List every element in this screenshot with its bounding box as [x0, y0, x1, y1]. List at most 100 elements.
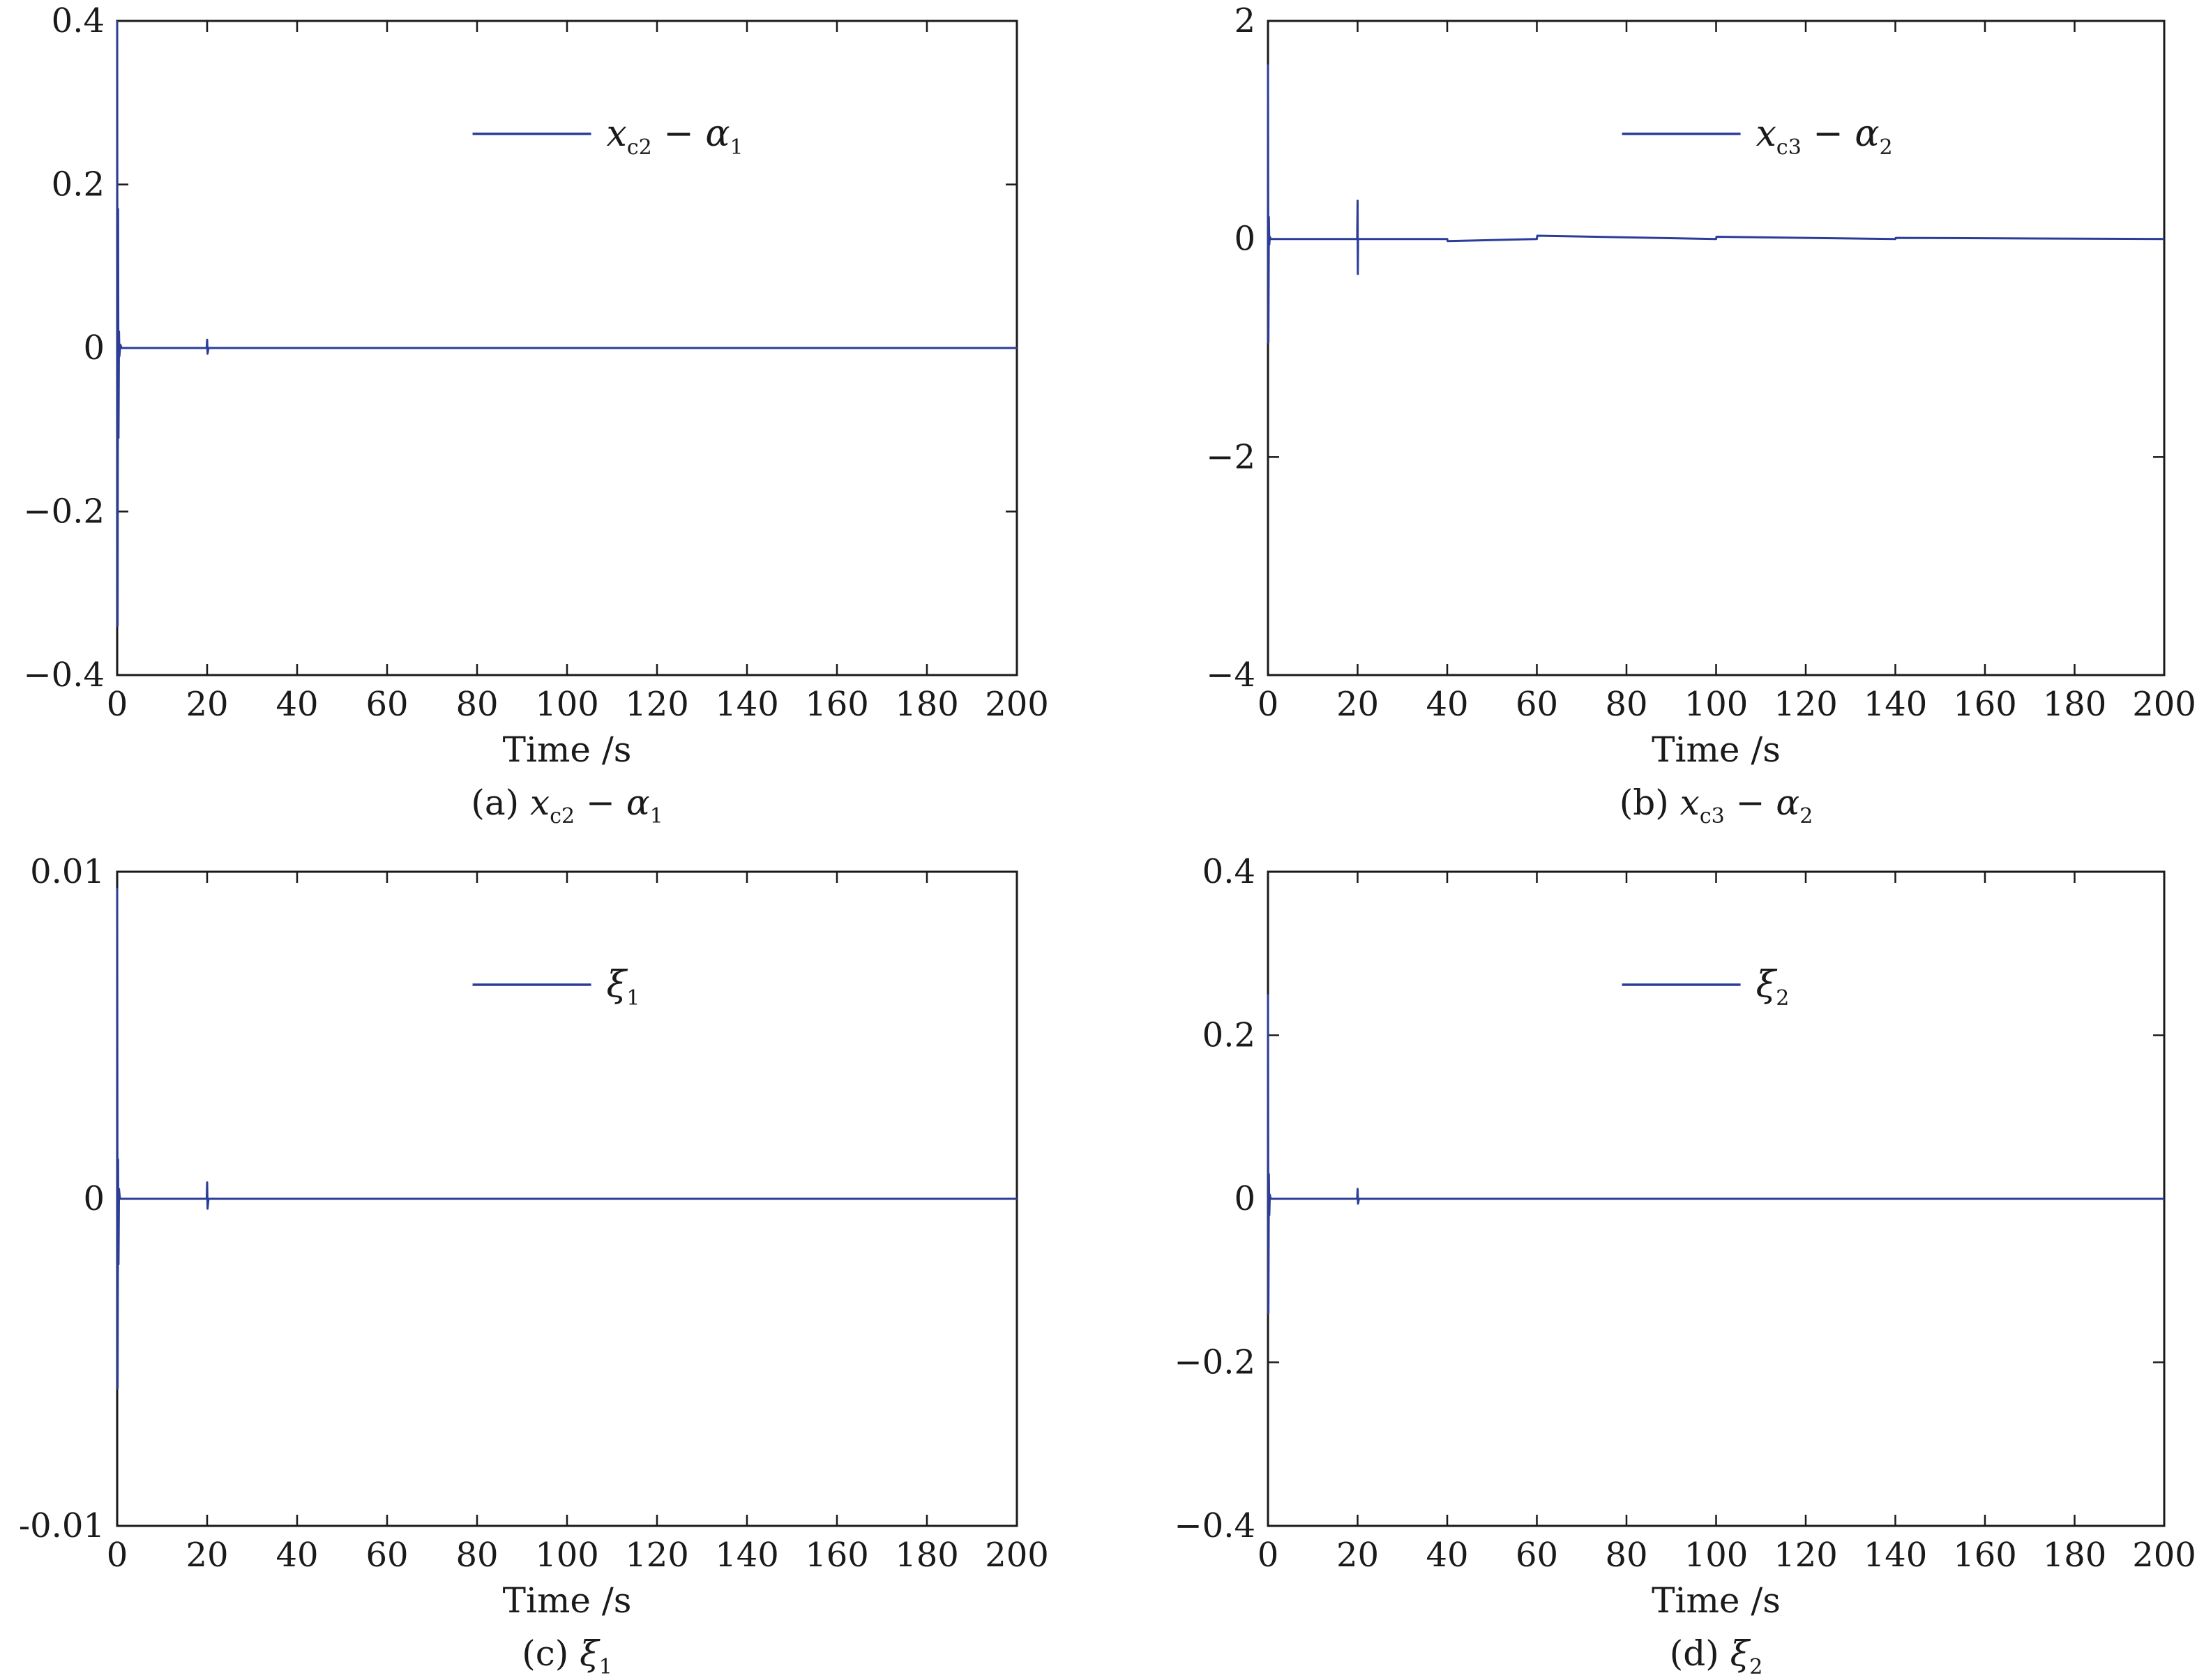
- x-tick-label: 80: [1605, 1536, 1647, 1575]
- legend-sym: ξ: [1756, 964, 1778, 1006]
- panel-caption: (b) xc3 − α2: [1620, 782, 1813, 828]
- x-tick-label: 0: [107, 685, 128, 724]
- x-tick-label: 180: [2043, 1536, 2107, 1575]
- y-tick-label: 2: [1234, 1, 1255, 40]
- legend-label: ξ1: [607, 964, 640, 1011]
- caption-op: −: [575, 782, 626, 823]
- plot-frame: [1267, 20, 2166, 676]
- panel-d: 0 20 40 60 80 100 120 140 160 180 200 0.4 0.2 0 −0.2 −0…: [1174, 852, 2196, 1679]
- caption-prefix: (a): [471, 782, 519, 823]
- y-tick-label: −0.4: [1174, 1506, 1255, 1545]
- y-tick-label: 0.4: [52, 1, 105, 40]
- x-tick-label: 40: [1426, 1536, 1468, 1575]
- caption-sym: x: [519, 782, 550, 823]
- x-tick-label: 200: [2132, 685, 2196, 724]
- x-tick-label: 100: [535, 685, 599, 724]
- y-tick-label: −2: [1206, 437, 1255, 476]
- x-tick-label: 60: [365, 685, 408, 724]
- x-tick-label: 180: [2043, 685, 2107, 724]
- y-tick-label: 0.4: [1202, 852, 1255, 891]
- x-tick-label: 160: [805, 1536, 869, 1575]
- caption-sym: ξ: [568, 1633, 601, 1674]
- x-tick-label: 160: [1953, 1536, 2017, 1575]
- x-tick-label: 200: [2132, 1536, 2196, 1575]
- series-line: [1267, 64, 2165, 344]
- x-tick-label: 40: [1426, 685, 1468, 724]
- y-tick-label: 0.2: [52, 165, 105, 204]
- series-line: [116, 888, 1017, 1390]
- x-tick-label: 200: [985, 685, 1049, 724]
- x-tick-label: 40: [275, 685, 318, 724]
- y-tick-label: 0.2: [1202, 1016, 1255, 1055]
- x-axis-label: Time /s: [503, 1580, 632, 1621]
- legend-op: −: [1802, 113, 1855, 155]
- x-tick-label: 140: [1864, 1536, 1928, 1575]
- x-tick-label: 100: [1684, 1536, 1749, 1575]
- y-tick-label: −0.2: [1174, 1343, 1255, 1382]
- x-tick-label: 60: [1516, 685, 1558, 724]
- x-tick-label: 20: [1336, 685, 1379, 724]
- x-tick-label: 100: [535, 1536, 599, 1575]
- legend-sub1: 1: [626, 986, 640, 1011]
- x-axis-label: Time /s: [503, 729, 632, 770]
- x-axis-label: Time /s: [1652, 729, 1781, 770]
- x-tick-label: 120: [1774, 685, 1838, 724]
- legend-sym2: α: [705, 113, 730, 155]
- caption-sub1: 1: [599, 1655, 612, 1679]
- panel-caption: (a) xc2 − α1: [471, 782, 663, 828]
- legend-sym: ξ: [607, 964, 628, 1006]
- x-tick-label: 120: [625, 1536, 689, 1575]
- x-tick-label: 20: [1336, 1536, 1379, 1575]
- x-tick-label: 20: [186, 1536, 228, 1575]
- panel-caption: (d) ξ2: [1670, 1633, 1763, 1679]
- caption-op: −: [1725, 782, 1776, 823]
- x-axis-label: Time /s: [1652, 1580, 1781, 1621]
- x-tick-label: 120: [1774, 1536, 1838, 1575]
- caption-sub2: 1: [650, 804, 663, 828]
- x-tick-label: 180: [895, 1536, 959, 1575]
- panel-c: 0 20 40 60 80 100 120 140 160 180 2000.010-0.01Tim…: [19, 852, 1049, 1679]
- series-line: [116, 20, 1017, 628]
- legend-label: xc2 − α1: [607, 113, 743, 160]
- x-tick-label: 200: [985, 1536, 1049, 1575]
- caption-sub1: 2: [1749, 1655, 1762, 1679]
- caption-sym2: α: [626, 782, 650, 823]
- x-tick-label: 140: [1864, 685, 1928, 724]
- y-tick-label: 0: [1234, 220, 1255, 259]
- y-tick-label: -0.01: [19, 1506, 105, 1545]
- x-tick-label: 120: [625, 685, 689, 724]
- x-tick-label: 60: [1516, 1536, 1558, 1575]
- x-tick-label: 0: [1258, 685, 1279, 724]
- caption-prefix: (c): [522, 1633, 568, 1674]
- legend-sym: x: [607, 113, 627, 155]
- x-tick-label: 180: [895, 685, 959, 724]
- caption-sub2: 2: [1799, 804, 1813, 828]
- legend-sub2: 2: [1880, 135, 1893, 160]
- legend-sub1: c2: [627, 135, 652, 160]
- legend-sub1: 2: [1776, 986, 1789, 1011]
- caption-sub1: c3: [1700, 804, 1725, 828]
- y-tick-label: 0: [83, 1179, 105, 1218]
- y-tick-label: 0: [1234, 1179, 1255, 1218]
- x-tick-label: 60: [365, 1536, 408, 1575]
- panel-caption: (c) ξ1: [522, 1633, 612, 1679]
- x-tick-label: 80: [1605, 685, 1647, 724]
- x-tick-label: 40: [275, 1536, 318, 1575]
- y-tick-label: −4: [1206, 656, 1255, 695]
- caption-prefix: (b): [1620, 782, 1669, 823]
- x-tick-label: 0: [1258, 1536, 1279, 1575]
- x-tick-label: 140: [715, 1536, 779, 1575]
- panel-a: 0 20 40 60 80 100 120 140 160 180 200 0.4 0.2 0 −0.2 −0…: [23, 1, 1048, 828]
- legend-label: xc3 − α2: [1756, 113, 1893, 160]
- legend-sym: x: [1756, 113, 1776, 155]
- x-tick-label: 80: [455, 685, 498, 724]
- x-tick-label: 20: [186, 685, 228, 724]
- caption-sym: ξ: [1719, 1633, 1751, 1674]
- legend-op: −: [652, 113, 706, 155]
- legend-sub2: 1: [730, 135, 743, 160]
- caption-sym: x: [1669, 782, 1700, 823]
- y-tick-label: 0: [83, 328, 105, 368]
- y-tick-label: −0.4: [23, 656, 105, 695]
